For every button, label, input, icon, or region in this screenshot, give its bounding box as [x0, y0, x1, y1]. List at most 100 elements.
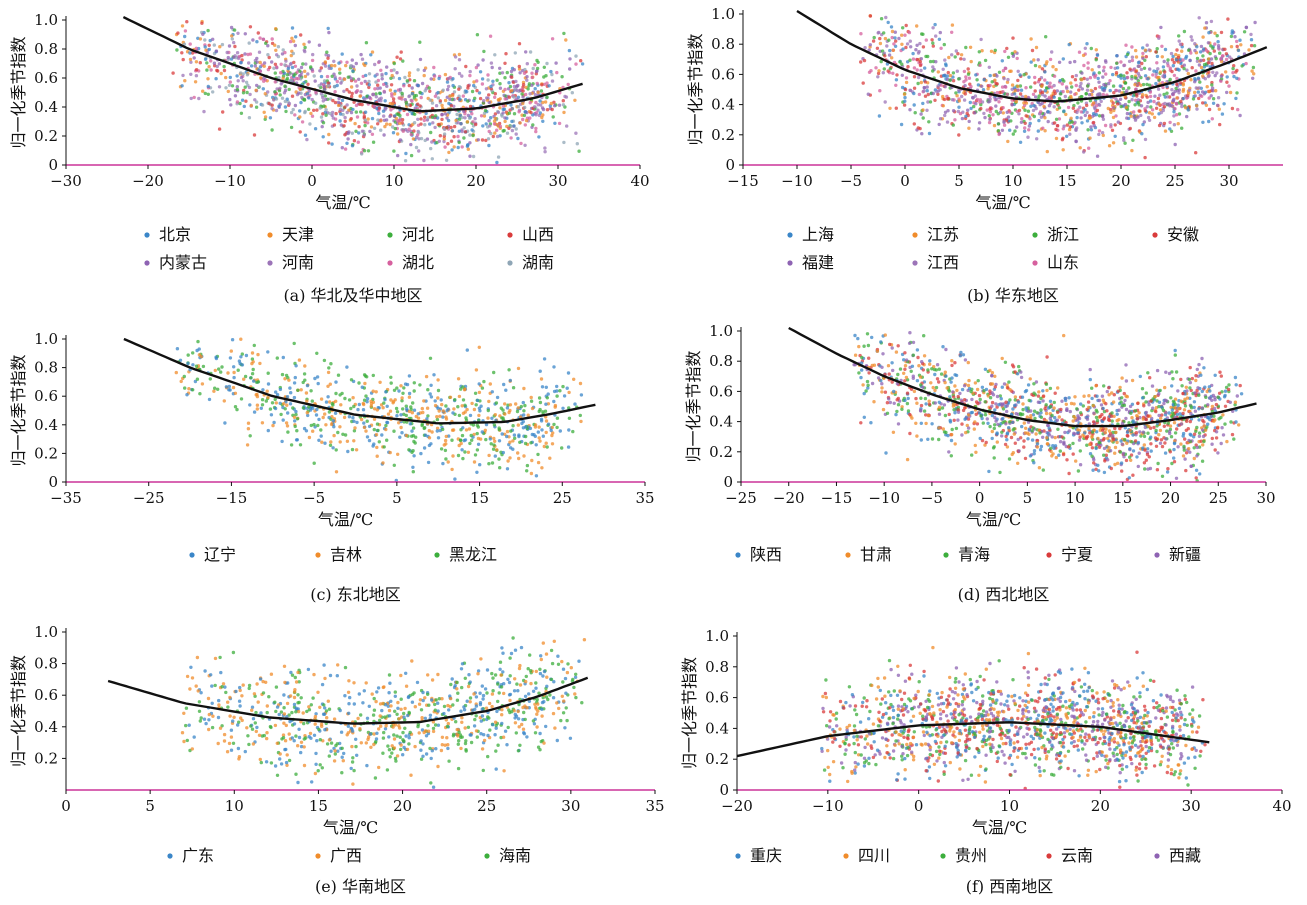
scatter-point — [1026, 135, 1030, 139]
scatter-point — [477, 406, 482, 410]
scatter-point — [1096, 436, 1100, 441]
scatter-point — [1200, 94, 1204, 99]
scatter-point — [1022, 439, 1026, 443]
scatter-point — [441, 427, 445, 432]
scatter-point — [188, 42, 192, 46]
scatter-point — [452, 90, 457, 94]
scatter-point — [1028, 377, 1032, 381]
scatter-point — [1023, 456, 1028, 461]
scatter-point — [993, 423, 997, 427]
scatter-point — [1130, 378, 1135, 383]
scatter-point — [1142, 120, 1147, 124]
scatter-point — [1173, 107, 1177, 111]
scatter-point — [1142, 434, 1147, 439]
scatter-point — [1087, 394, 1091, 398]
scatter-point — [213, 386, 217, 390]
scatter-point — [321, 415, 325, 420]
scatter-point — [465, 120, 470, 124]
scatter-point — [1139, 83, 1143, 88]
scatter-point — [957, 105, 961, 109]
scatter-point — [997, 132, 1001, 137]
scatter-point — [492, 443, 496, 447]
scatter-point — [982, 78, 986, 82]
scatter-point — [1085, 88, 1090, 92]
scatter-point — [1240, 64, 1244, 68]
scatter-point — [262, 76, 266, 80]
scatter-point — [943, 110, 948, 115]
scatter-point — [1206, 61, 1211, 65]
scatter-point — [1124, 43, 1128, 47]
scatter-point — [1033, 89, 1037, 93]
scatter-point — [442, 127, 446, 131]
scatter-point — [229, 103, 233, 107]
scatter-point — [350, 91, 354, 96]
scatter-point — [503, 87, 507, 92]
scatter-point — [493, 439, 497, 443]
scatter-point — [389, 381, 393, 385]
scatter-point — [943, 113, 947, 118]
scatter-point — [306, 82, 310, 87]
scatter-point — [1194, 86, 1199, 90]
scatter-point — [349, 110, 354, 115]
scatter-point — [883, 54, 887, 58]
scatter-point — [1159, 25, 1163, 30]
scatter-point — [1064, 402, 1069, 406]
scatter-point — [299, 65, 304, 70]
scatter-point — [443, 98, 448, 103]
scatter-point — [568, 67, 572, 71]
scatter-point — [441, 461, 445, 466]
scatter-point — [258, 36, 262, 40]
scatter-point — [1161, 74, 1165, 79]
scatter-point — [1023, 94, 1028, 99]
scatter-point — [933, 22, 937, 27]
scatter-point — [535, 66, 540, 71]
scatter-point — [460, 74, 464, 78]
scatter-point — [1030, 48, 1035, 53]
scatter-point — [906, 396, 910, 401]
scatter-point — [390, 94, 394, 98]
scatter-point — [1145, 95, 1149, 99]
scatter-point — [492, 423, 497, 427]
scatter-point — [1183, 437, 1187, 441]
scatter-point — [441, 88, 445, 92]
scatter-point — [1202, 92, 1207, 96]
scatter-point — [933, 401, 937, 405]
scatter-point — [233, 405, 238, 409]
scatter-point — [1016, 78, 1020, 83]
scatter-point — [378, 380, 382, 384]
scatter-point — [1006, 77, 1010, 82]
scatter-point — [931, 69, 935, 73]
scatter-point — [917, 364, 921, 368]
scatter-point — [372, 105, 376, 109]
scatter-point — [403, 382, 408, 386]
scatter-point — [283, 88, 288, 93]
scatter-point — [303, 74, 308, 79]
scatter-point — [903, 351, 907, 355]
scatter-point — [550, 72, 554, 77]
scatter-point — [289, 78, 293, 83]
scatter-point — [345, 141, 349, 145]
scatter-point — [291, 39, 296, 43]
scatter-point — [490, 390, 494, 394]
scatter-point — [1222, 102, 1226, 106]
scatter-point — [1017, 449, 1021, 453]
scatter-point — [973, 94, 978, 98]
scatter-point — [392, 92, 397, 96]
scatter-point — [516, 366, 521, 371]
scatter-point — [292, 341, 296, 346]
scatter-point — [909, 369, 913, 373]
scatter-point — [463, 130, 468, 134]
scatter-point — [1088, 442, 1092, 447]
scatter-point — [404, 433, 409, 438]
scatter-point — [894, 412, 898, 417]
scatter-point — [1157, 404, 1161, 409]
legend-label: 江苏 — [927, 225, 959, 244]
scatter-point — [406, 103, 410, 107]
scatter-point — [258, 69, 262, 74]
scatter-point — [270, 37, 274, 41]
scatter-point — [342, 124, 346, 128]
scatter-point — [446, 84, 451, 89]
scatter-point — [492, 122, 497, 126]
scatter-point — [346, 137, 350, 141]
scatter-point — [884, 451, 888, 455]
